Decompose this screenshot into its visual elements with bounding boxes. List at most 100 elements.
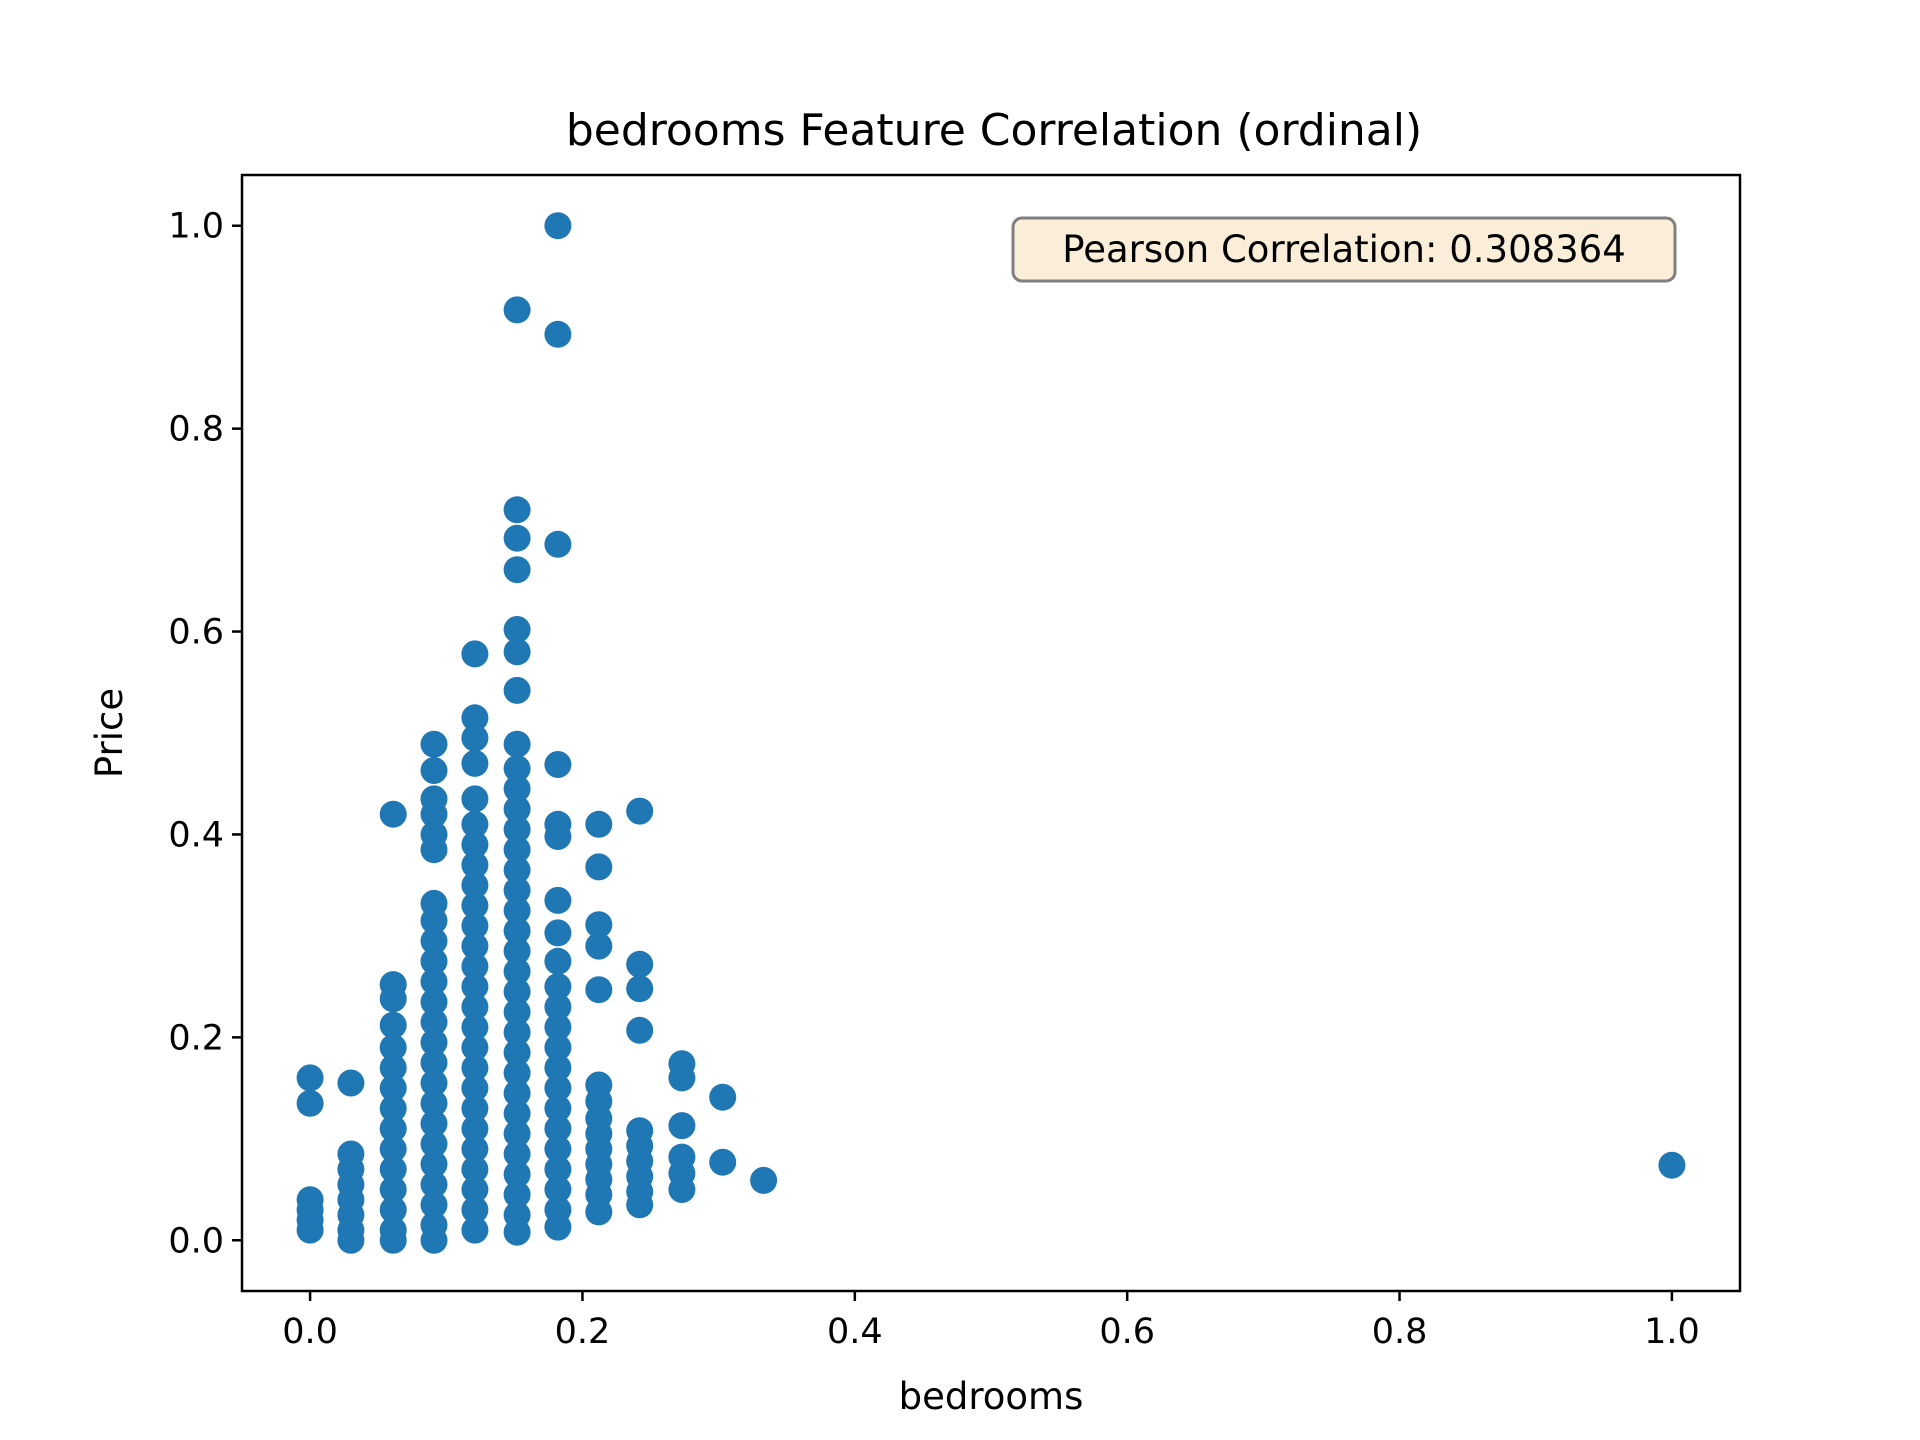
data-point	[379, 1176, 407, 1203]
data-point	[420, 1089, 448, 1117]
axes-frame	[240, 173, 1742, 1293]
data-point	[461, 831, 489, 859]
data-point	[420, 757, 448, 784]
data-point	[668, 1064, 696, 1092]
data-point	[503, 1218, 531, 1246]
x-tick-label: 0.4	[827, 1312, 883, 1352]
data-point	[461, 1216, 489, 1244]
data-point	[503, 616, 531, 643]
data-point	[461, 1074, 489, 1102]
data-point	[503, 1160, 531, 1188]
data-point	[420, 800, 448, 828]
data-point	[420, 730, 448, 758]
data-point	[461, 1196, 489, 1224]
data-point	[420, 1069, 448, 1097]
data-point	[503, 1079, 531, 1107]
data-point	[503, 836, 531, 864]
data-point	[503, 876, 531, 904]
data-point	[503, 1181, 531, 1209]
pearson-annotation: Pearson Correlation: 0.308364	[1011, 216, 1677, 283]
data-point	[379, 985, 407, 1013]
data-point	[379, 1196, 407, 1224]
data-point	[544, 886, 572, 914]
chart-title: bedrooms Feature Correlation (ordinal)	[566, 105, 1422, 156]
data-point	[461, 1034, 489, 1061]
data-point	[503, 638, 531, 666]
y-axis: 0.0 0.2 0.4 0.6 0.8 1.0	[168, 207, 242, 1261]
data-point	[379, 800, 407, 828]
data-point	[668, 1176, 696, 1203]
data-point	[461, 973, 489, 1001]
data-point	[379, 1094, 407, 1122]
data-point	[544, 1034, 572, 1061]
data-point	[544, 320, 572, 348]
data-point	[503, 1120, 531, 1148]
data-point	[585, 853, 613, 881]
data-point	[544, 947, 572, 975]
data-point	[379, 1074, 407, 1102]
data-point	[461, 1094, 489, 1122]
data-point	[420, 947, 448, 975]
data-point	[503, 775, 531, 803]
data-point	[544, 919, 572, 947]
data-point	[379, 1011, 407, 1039]
data-point	[461, 1115, 489, 1143]
data-point	[503, 1059, 531, 1087]
data-point	[461, 851, 489, 879]
data-point	[420, 836, 448, 864]
data-point	[544, 1054, 572, 1082]
data-point	[626, 950, 654, 978]
data-point	[420, 988, 448, 1016]
data-point	[503, 1100, 531, 1127]
data-point	[503, 978, 531, 1006]
data-point	[544, 1115, 572, 1143]
data-point	[461, 785, 489, 813]
data-point	[461, 810, 489, 838]
data-point	[585, 911, 613, 939]
y-tick-label: 0.8	[168, 410, 224, 450]
data-point	[668, 1112, 696, 1140]
data-point	[379, 1155, 407, 1183]
data-point	[544, 1176, 572, 1203]
data-point	[544, 1213, 572, 1241]
x-tick-label: 0.2	[555, 1312, 611, 1352]
data-point	[503, 815, 531, 843]
x-axis: 0.0 0.2 0.4 0.6 0.8 1.0	[282, 1291, 1700, 1352]
data-point	[461, 892, 489, 919]
data-point	[585, 810, 613, 838]
x-tick-label: 1.0	[1644, 1312, 1700, 1352]
data-point	[420, 1150, 448, 1178]
data-point	[461, 932, 489, 960]
data-point	[420, 1008, 448, 1036]
data-point	[503, 1039, 531, 1067]
data-point	[544, 823, 572, 850]
data-point	[544, 1094, 572, 1122]
data-point	[503, 496, 531, 524]
data-point	[544, 973, 572, 1001]
data-point	[461, 871, 489, 899]
data-point	[461, 1013, 489, 1041]
data-point	[544, 530, 572, 558]
data-point	[503, 730, 531, 758]
data-point	[503, 937, 531, 965]
data-point	[420, 1028, 448, 1056]
data-point	[503, 795, 531, 823]
data-point	[461, 1054, 489, 1082]
data-point	[503, 296, 531, 324]
data-point	[337, 1226, 365, 1254]
data-point	[461, 912, 489, 940]
data-point	[544, 1155, 572, 1183]
data-point	[461, 704, 489, 732]
data-point	[420, 968, 448, 996]
data-point	[420, 1049, 448, 1077]
data-point	[585, 932, 613, 960]
data-point	[503, 1140, 531, 1168]
data-point	[420, 927, 448, 955]
data-point	[503, 755, 531, 782]
y-tick-label: 0.4	[168, 815, 224, 855]
annotation-text: Pearson Correlation: 0.308364	[1062, 228, 1626, 271]
data-point	[379, 1115, 407, 1143]
data-point	[544, 1013, 572, 1041]
x-tick-label: 0.8	[1372, 1312, 1428, 1352]
